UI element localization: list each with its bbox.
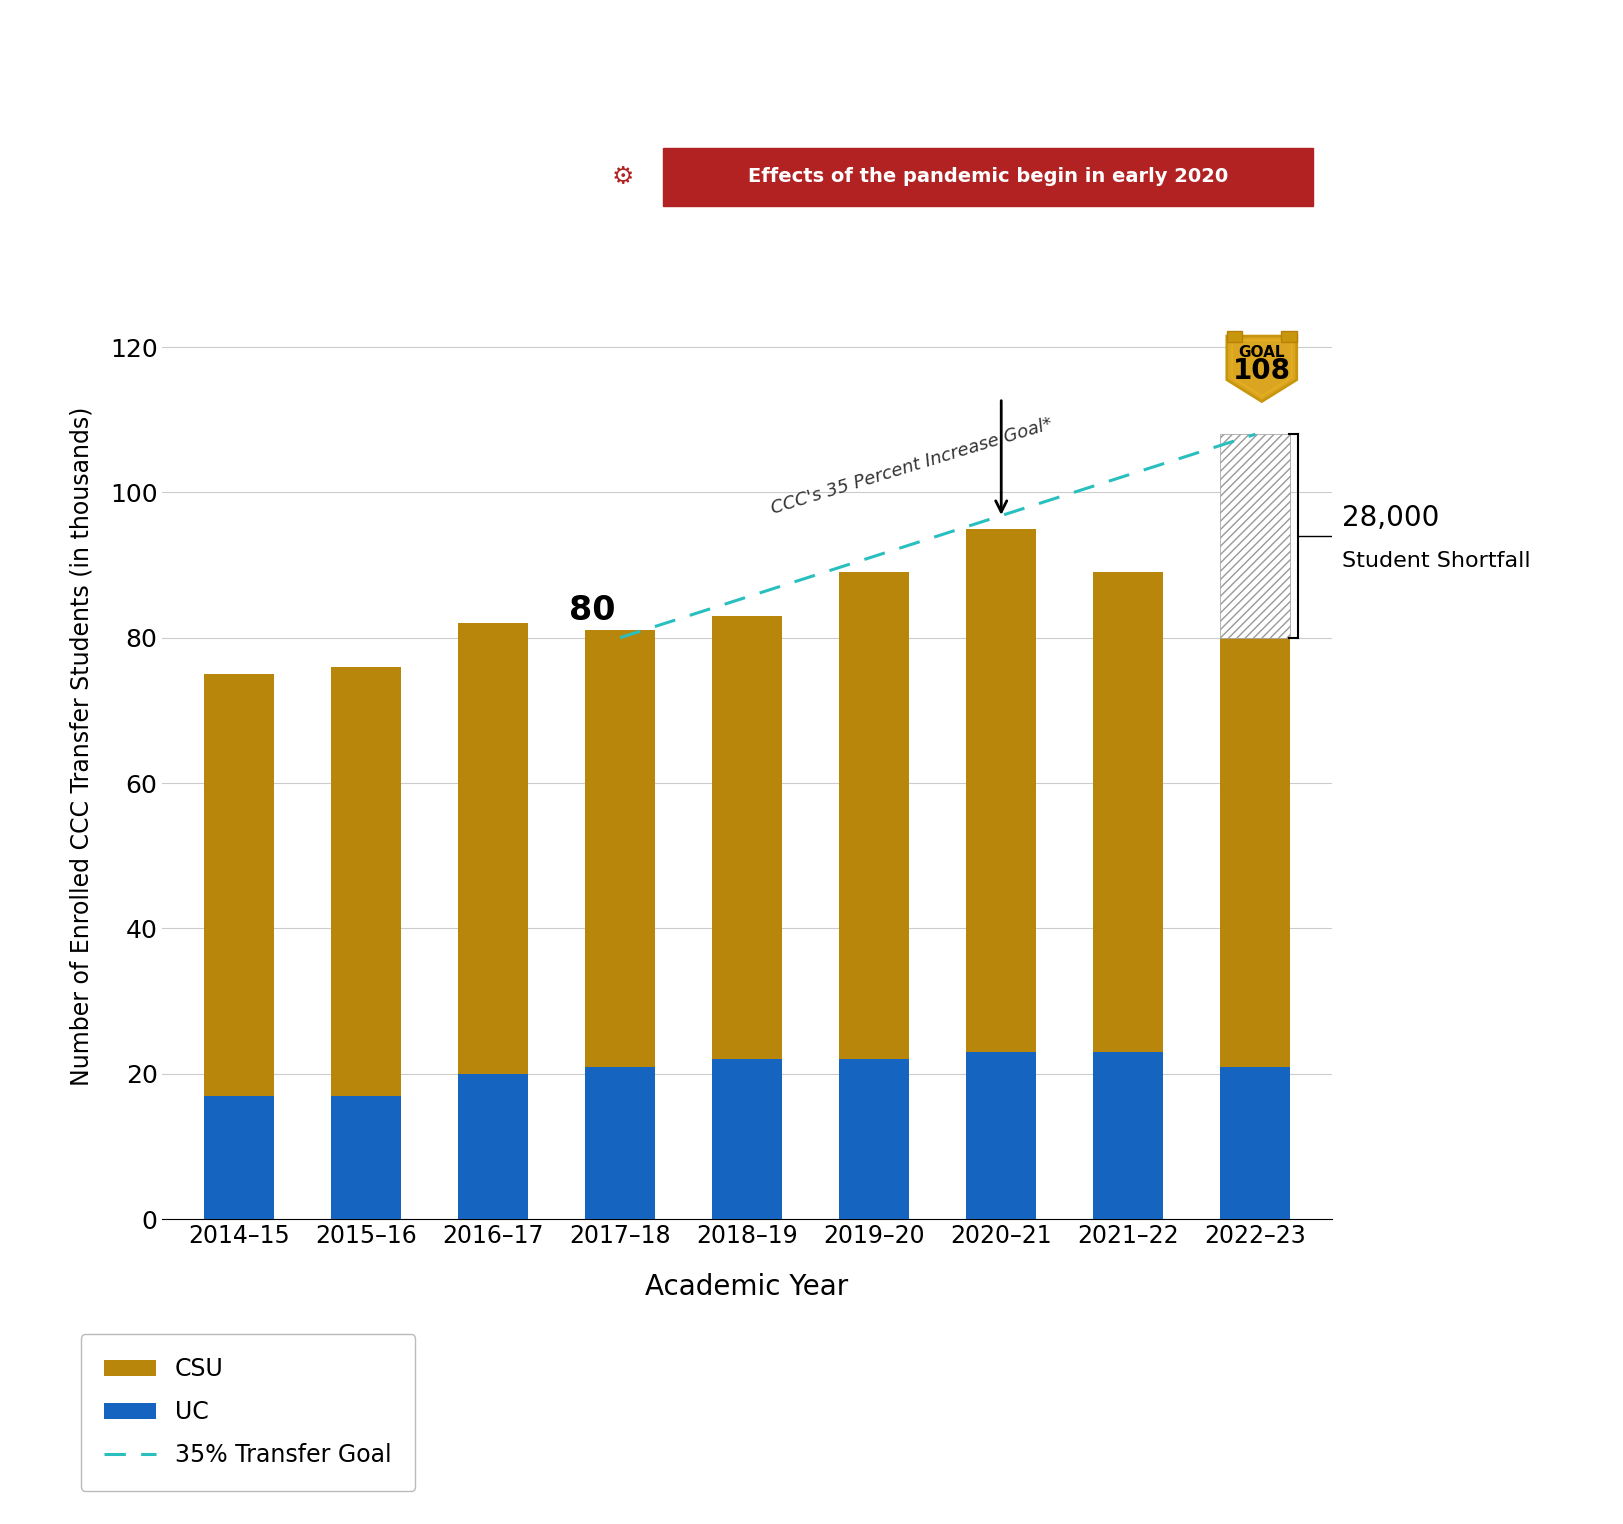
Text: Effects of the pandemic begin in early 2020: Effects of the pandemic begin in early 2… (748, 168, 1227, 186)
Bar (458, 1074, 527, 1219)
Bar (966, 1052, 1035, 1219)
Text: 80: 80 (568, 594, 615, 626)
Bar (839, 573, 909, 1059)
Bar (1220, 637, 1290, 1067)
Bar (458, 623, 527, 1074)
Text: 108: 108 (1232, 357, 1290, 386)
Bar (966, 529, 1035, 1052)
Bar (711, 616, 782, 1059)
Bar (331, 1096, 401, 1219)
Bar (1220, 1067, 1290, 1219)
Bar (1092, 1052, 1162, 1219)
Text: ⚙: ⚙ (612, 165, 633, 189)
Bar (711, 1059, 782, 1219)
Polygon shape (1225, 337, 1295, 401)
Bar (664, 148, 1313, 206)
Bar (1225, 331, 1242, 341)
Bar (584, 631, 654, 1067)
Text: 28,000: 28,000 (1342, 504, 1440, 532)
Bar (1281, 331, 1295, 341)
Bar (331, 668, 401, 1096)
Bar (203, 1096, 273, 1219)
Bar (1220, 434, 1290, 637)
Bar (1092, 573, 1162, 1052)
Bar (203, 674, 273, 1096)
Text: Student Shortfall: Student Shortfall (1342, 552, 1530, 572)
Text: GOAL: GOAL (1238, 344, 1284, 360)
X-axis label: Academic Year: Academic Year (644, 1273, 849, 1301)
Y-axis label: Number of Enrolled CCC Transfer Students (in thousands): Number of Enrolled CCC Transfer Students… (70, 407, 93, 1087)
Bar (584, 1067, 654, 1219)
Polygon shape (1232, 340, 1290, 396)
Text: CCC's 35 Percent Increase Goal*: CCC's 35 Percent Increase Goal* (769, 415, 1055, 518)
Legend: CSU, UC, 35% Transfer Goal: CSU, UC, 35% Transfer Goal (81, 1334, 415, 1490)
Bar (839, 1059, 909, 1219)
